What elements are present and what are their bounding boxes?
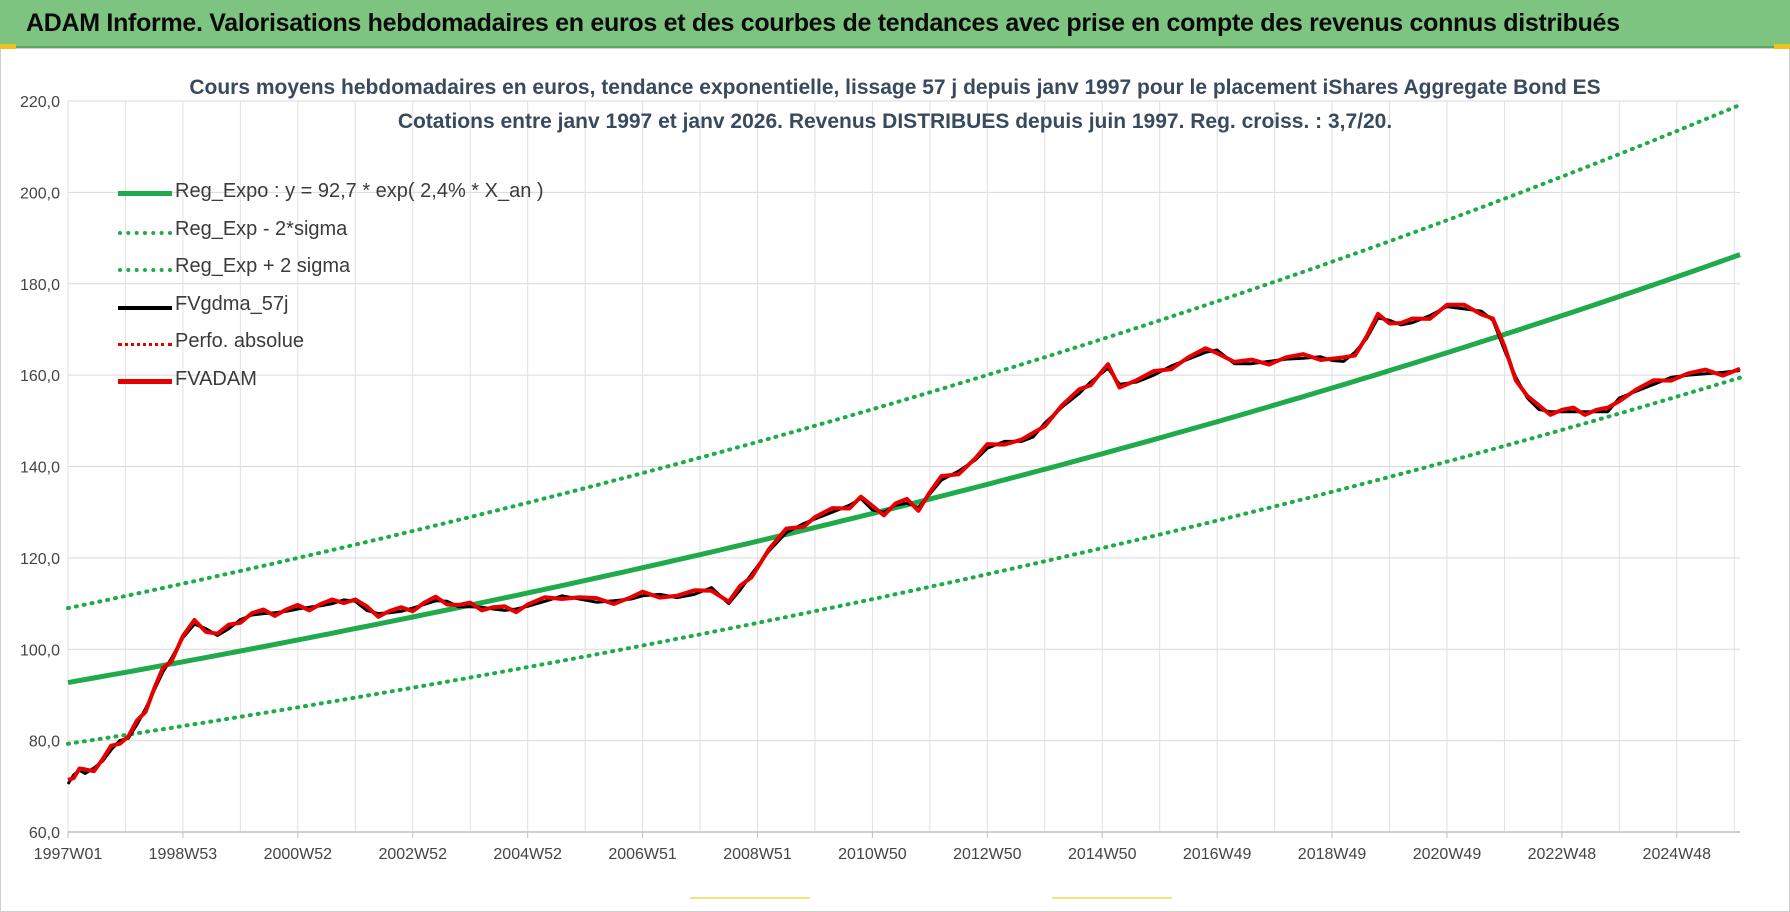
x-tick-label: 2016W49 [1183, 846, 1252, 863]
corner-marker-right [1774, 44, 1790, 49]
report-title: ADAM Informe. Valorisations hebdomadaire… [26, 9, 1620, 37]
chart-subtitle: Cotations entre janv 1997 et janv 2026. … [397, 110, 1393, 133]
legend-label: FVgdma_57j [175, 292, 289, 315]
x-tick-label: 1997W01 [34, 846, 103, 863]
series-fvadam [67, 302, 1741, 782]
y-tick-label: 140,0 [20, 460, 60, 477]
legend-swatch-fvadam [118, 378, 172, 384]
legend-swatch-reg-low [118, 230, 172, 235]
x-tick-label: 2014W50 [1068, 846, 1137, 863]
series-fvgdma-57j [66, 305, 1741, 785]
x-tick-label: 2000W52 [264, 846, 333, 863]
y-tick-label: 120,0 [20, 551, 60, 568]
x-tick-label: 2012W50 [953, 846, 1022, 863]
legend-swatch-gdma [118, 305, 172, 310]
y-tick-label: 200,0 [20, 185, 60, 202]
x-tick-label: 2008W51 [723, 846, 792, 863]
chart-title: Cours moyens hebdomadaires en euros, ten… [189, 76, 1601, 99]
series-reg-exp-plus-2sigma [66, 102, 1742, 611]
report-banner: ADAM Informe. Valorisations hebdomadaire… [0, 0, 1790, 48]
x-tick-label: 2010W50 [838, 846, 907, 863]
legend-label: Reg_Exp + 2 sigma [175, 255, 351, 277]
x-tick-label: 2004W52 [493, 846, 562, 863]
y-tick-label: 60,0 [29, 825, 60, 842]
x-tick-label: 2020W49 [1413, 846, 1482, 863]
x-tick-label: 2006W51 [608, 846, 677, 863]
underline-mark [690, 897, 810, 899]
y-tick-label: 180,0 [20, 277, 60, 294]
x-tick-label: 2022W48 [1528, 846, 1597, 863]
legend-swatch-reg-expo [118, 191, 172, 196]
corner-marker-left [0, 44, 16, 49]
x-tick-label: 1998W53 [149, 846, 218, 863]
legend-swatch-perfo [118, 343, 172, 346]
legend-label: FVADAM [175, 367, 257, 390]
series-reg-exp-minus-2sigma [66, 375, 1742, 746]
legend-label: Perfo. absolue [175, 330, 304, 352]
legend-label: Reg_Expo : y = 92,7 * exp( 2,4% * X_an ) [175, 180, 544, 202]
series-reg-expo [67, 252, 1741, 686]
legend-swatch-reg-high [118, 268, 172, 272]
y-tick-label: 100,0 [20, 642, 60, 659]
legend-label: Reg_Exp - 2*sigma [175, 217, 348, 240]
y-tick-label: 160,0 [20, 368, 60, 385]
y-tick-label: 80,0 [29, 734, 60, 751]
x-tick-label: 2024W48 [1643, 846, 1712, 863]
y-tick-label: 220,0 [20, 94, 60, 111]
underline-mark [1052, 897, 1172, 899]
x-tick-label: 2002W52 [378, 846, 447, 863]
x-tick-label: 2018W49 [1298, 846, 1367, 863]
